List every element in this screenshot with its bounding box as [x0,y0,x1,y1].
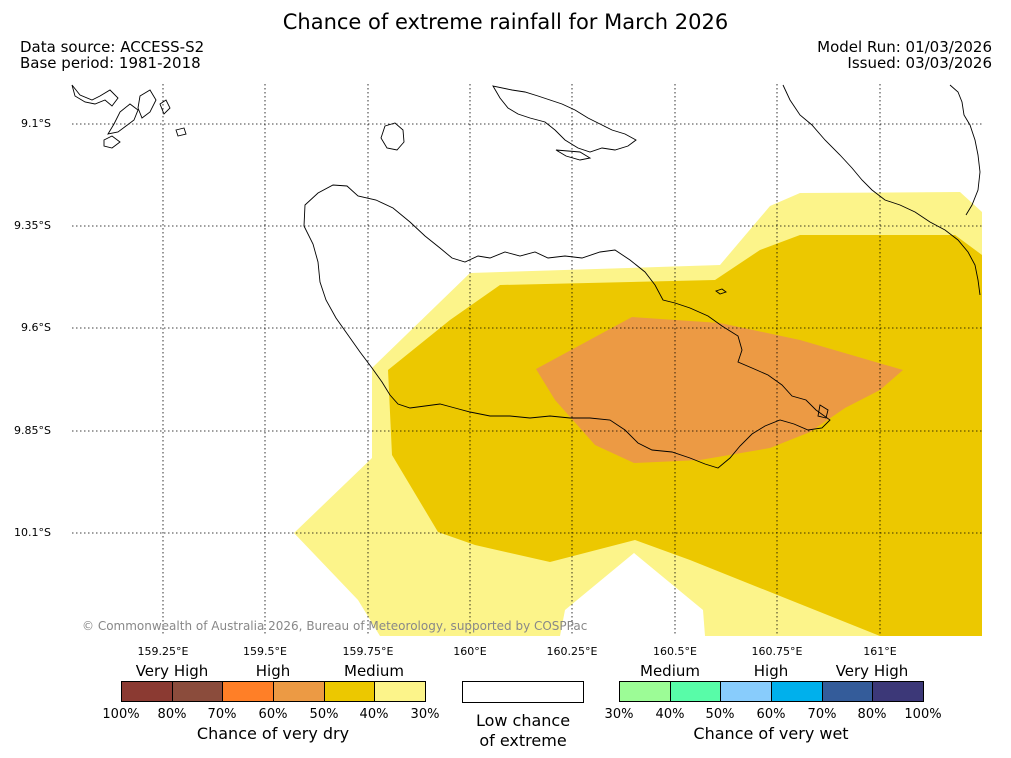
wet-percent-label: 30% [604,707,634,722]
island-small-round [380,122,405,151]
issued-date: Issued: 03/03/2026 [847,54,992,72]
island-nw-3 [137,89,157,119]
base-period: Base period: 1981-2018 [20,54,201,72]
coastline [71,84,981,469]
lon-tick-label: 159.5°E [243,645,287,658]
island-nw-6 [175,127,187,137]
lon-tick-label: 160.25°E [546,645,598,658]
island-nw-1 [71,84,119,107]
wet-swatch [772,682,823,701]
data-source: Data source: ACCESS-S2 [20,38,205,56]
dry-caption: Chance of very dry [196,724,350,743]
low-chance-line2: of extreme [479,731,567,750]
map-title: Chance of extreme rainfall for March 202… [282,10,729,34]
lon-tick-label: 160.75°E [751,645,803,658]
wet-percent-label: 70% [807,707,837,722]
island-nw-2 [107,103,139,135]
lat-tick-label: 9.6°S [21,321,51,334]
dry-percent-label: 30% [410,707,440,722]
wet-category-high: High [753,662,789,680]
island-north-center [492,85,637,153]
wet-percent-label: 80% [857,707,887,722]
dry-colorbar [121,681,426,702]
wet-swatch [721,682,773,701]
wet-percent-label: 50% [705,707,735,722]
wet-percent-label: 60% [756,707,786,722]
zone-higher-dry [536,317,903,463]
model-run: Model Run: 01/03/2026 [817,38,992,56]
lon-tick-label: 160.5°E [653,645,697,658]
dry-swatch [172,682,224,701]
wet-percent-label: 100% [904,707,942,722]
dry-swatch [375,682,426,701]
lat-tick-label: 10.1°S [14,526,51,539]
wet-swatch [822,682,874,701]
east-coast-line [782,84,981,296]
dry-percent-label: 60% [258,707,288,722]
north-coast-line [949,84,981,216]
dry-swatch [122,682,173,701]
dry-percent-label: 70% [207,707,237,722]
dry-percent-label: 100% [102,707,140,722]
island-south-east [817,404,829,419]
graticule [72,84,982,636]
island-nw-5 [159,99,171,115]
lon-tick-label: 159.75°E [342,645,394,658]
dry-swatch [324,682,376,701]
wet-percent-label: 40% [655,707,685,722]
lon-tick-label: 161°E [863,645,897,658]
low-chance-line1: Low chance [475,711,571,730]
meta-left: Data source: ACCESS-S2 Base period: 1981… [20,39,204,71]
dry-swatch [274,682,325,701]
dry-percent-label: 40% [359,707,389,722]
lat-tick-label: 9.85°S [14,424,51,437]
dry-category-very-high: Very High [135,662,209,680]
dry-category-high: High [255,662,291,680]
meta-right: Model Run: 01/03/2026 Issued: 03/03/2026 [817,39,992,71]
dry-percent-label: 50% [309,707,339,722]
island-nw-4 [103,135,121,149]
lat-tick-label: 9.35°S [14,219,51,232]
low-chance-swatch [462,681,584,703]
wet-category-medium: Medium [640,662,700,680]
lon-tick-label: 159.25°E [137,645,189,658]
wet-swatch [620,682,671,701]
dry-percent-label: 80% [157,707,187,722]
copyright-notice: © Commonwealth of Australia 2026, Bureau… [82,619,588,633]
island-east-small [715,288,727,295]
wet-category-very-high: Very High [835,662,909,680]
rainfall-zones [294,192,982,636]
lon-tick-label: 160°E [453,645,487,658]
wet-swatch [670,682,722,701]
lat-tick-label: 9.1°S [21,117,51,130]
low-chance-caption: Low chance of extreme [476,711,570,751]
wet-colorbar [619,681,924,702]
wet-caption: Chance of very wet [693,724,849,743]
wet-swatch [873,682,924,701]
main-island-outline [303,184,831,469]
map-canvas[interactable] [0,0,1011,640]
dry-swatch [223,682,275,701]
island-north-center-2 [555,149,592,161]
dry-category-medium: Medium [344,662,404,680]
